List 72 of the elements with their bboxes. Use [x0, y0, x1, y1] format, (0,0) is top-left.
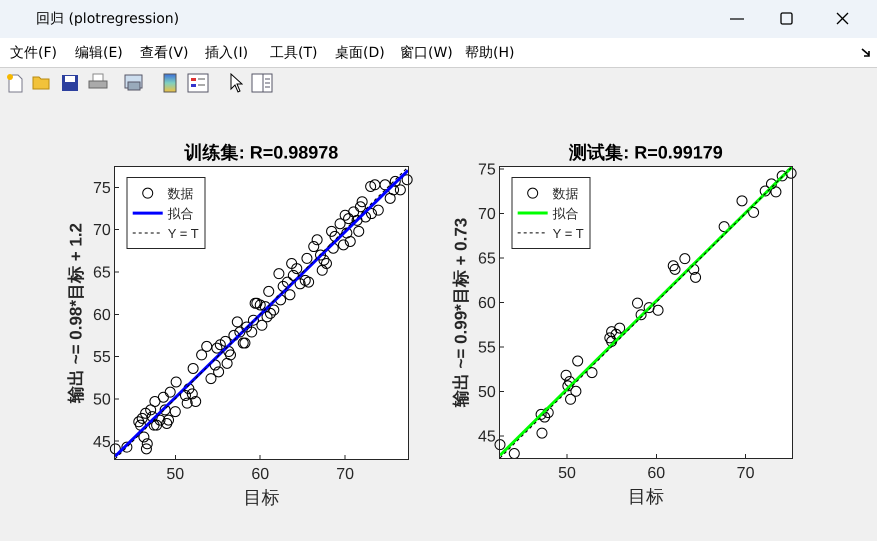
y-tick-label: 55 — [478, 339, 496, 356]
x-tick-label: 60 — [647, 465, 666, 482]
legend-label: Y = T — [552, 226, 584, 242]
y-tick-label: 50 — [93, 392, 111, 409]
y-axis-title: 输出 ~= 0.99*目标 + 0.73 — [452, 218, 471, 408]
y-tick-label: 70 — [478, 206, 496, 223]
y-tick-label: 60 — [478, 294, 496, 312]
legend-label: 拟合 — [168, 206, 194, 222]
text: 查看(V) — [140, 44, 189, 62]
point — [718, 221, 730, 232]
text: 工具(T) — [270, 44, 318, 62]
text: 编辑(E) — [75, 44, 123, 62]
point — [776, 170, 788, 182]
point — [570, 386, 582, 397]
point — [536, 408, 547, 420]
y-tick-label: 75 — [93, 180, 111, 197]
x-tick-label: 70 — [336, 466, 354, 484]
x-tick-label: 50 — [558, 465, 576, 482]
point — [606, 336, 618, 347]
point — [494, 439, 506, 450]
point — [508, 448, 520, 460]
text: 桌面(D) — [335, 44, 385, 62]
legend-label: Y = T — [168, 226, 199, 242]
point — [736, 195, 748, 206]
y-tick-label: 65 — [93, 264, 111, 282]
point — [606, 326, 618, 338]
point — [565, 394, 576, 405]
y-tick-label: 65 — [478, 250, 496, 268]
legend-label: 拟合 — [552, 206, 579, 222]
point — [564, 376, 576, 387]
y-tick-label: 45 — [93, 434, 111, 451]
y-tick-label: 45 — [478, 428, 496, 446]
point — [614, 322, 626, 334]
point — [604, 332, 616, 344]
y-tick-label: 55 — [93, 349, 111, 366]
y-axis-title: 输出 ~= 0.98*目标 + 1.2 — [66, 222, 86, 404]
text: 文件(F) — [10, 44, 57, 62]
point — [760, 186, 771, 197]
legend-label: 数据 — [552, 186, 579, 202]
text: 帮助(H) — [465, 44, 514, 62]
point — [652, 304, 664, 316]
point — [536, 428, 548, 439]
chart-title: 测试集: R=0.99179 — [568, 142, 723, 162]
point — [586, 367, 598, 378]
point — [644, 302, 655, 314]
x-tick-label: 60 — [251, 466, 270, 484]
text: 回归 (plotregression) — [36, 10, 180, 28]
y-tick-label: 75 — [478, 161, 496, 178]
point — [688, 264, 700, 275]
x-axis-title: 目标 — [244, 487, 280, 508]
text: 窗口(W) — [400, 44, 453, 62]
x-tick-label: 50 — [166, 466, 184, 484]
point — [562, 380, 574, 392]
text: 插入(I) — [205, 44, 248, 62]
point — [766, 178, 777, 190]
point — [770, 186, 782, 198]
point — [542, 407, 554, 418]
point — [636, 309, 647, 320]
x-tick-label: 70 — [736, 465, 755, 482]
y-tick-label: 60 — [93, 306, 111, 324]
y-tick-label: 70 — [93, 222, 111, 240]
x-axis-title: 目标 — [628, 486, 664, 506]
point — [670, 264, 681, 275]
chart-title: 训练集: R=0.98978 — [184, 142, 338, 162]
point — [679, 253, 690, 264]
point — [690, 272, 702, 283]
point — [632, 298, 644, 309]
legend-label: 数据 — [168, 186, 194, 202]
point — [668, 260, 679, 272]
y-tick-label: 50 — [478, 384, 496, 401]
point — [560, 370, 572, 381]
point — [572, 356, 584, 366]
